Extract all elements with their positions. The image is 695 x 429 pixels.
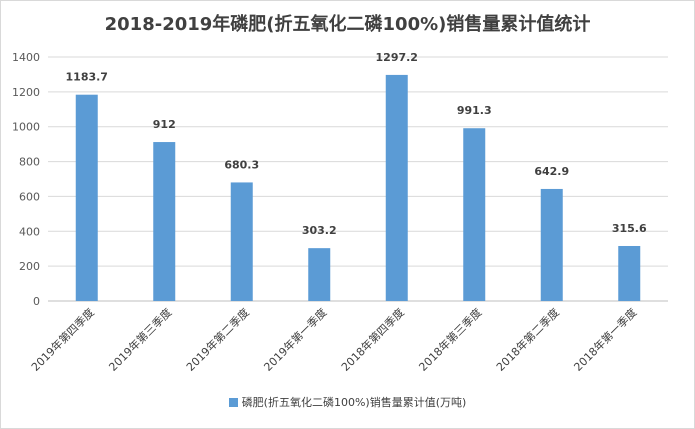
x-axis-ticks: 2019年第四季度 2019年第三季度 2019年第二季度 2019年第一季度 2018… bbox=[28, 305, 639, 374]
bar bbox=[385, 74, 408, 302]
legend-label: 磷肥(折五氧化二磷100%)销售量累计值(万吨) bbox=[241, 396, 467, 409]
y-tick-label: 1400 bbox=[12, 51, 40, 64]
data-label: 991.3 bbox=[457, 104, 492, 117]
x-tick-label: 2019年第四季度 bbox=[28, 305, 97, 374]
y-tick-label: 600 bbox=[19, 190, 40, 203]
data-label: 303.2 bbox=[302, 224, 337, 237]
data-label: 315.6 bbox=[612, 222, 647, 235]
gridlines bbox=[48, 56, 668, 302]
bar bbox=[153, 142, 176, 301]
y-tick-label: 1200 bbox=[12, 86, 40, 99]
y-tick-label: 200 bbox=[19, 260, 40, 273]
legend: 磷肥(折五氧化二磷100%)销售量累计值(万吨) bbox=[0, 394, 695, 410]
bar bbox=[75, 94, 98, 301]
y-tick-label: 0 bbox=[33, 295, 40, 308]
bar bbox=[463, 128, 486, 301]
data-label: 1183.7 bbox=[66, 71, 108, 84]
data-labels: 1183.7 912 680.3 303.2 1297.2 991.3 642.9 315.6 bbox=[66, 51, 647, 237]
y-tick-label: 800 bbox=[19, 156, 40, 169]
bar bbox=[540, 188, 563, 301]
bar bbox=[230, 182, 253, 301]
bar bbox=[308, 248, 331, 301]
x-tick-label: 2018年第二季度 bbox=[493, 305, 562, 374]
data-label: 912 bbox=[153, 118, 176, 131]
y-tick-label: 1000 bbox=[12, 121, 40, 134]
x-tick-label: 2019年第一季度 bbox=[261, 305, 330, 374]
data-label: 1297.2 bbox=[376, 51, 418, 64]
x-tick-label: 2019年第三季度 bbox=[106, 305, 175, 374]
legend-swatch bbox=[228, 398, 238, 407]
bar bbox=[618, 245, 641, 301]
data-label: 642.9 bbox=[534, 165, 569, 178]
chart-title: 2018-2019年磷肥(折五氧化二磷100%)销售量累计值统计 bbox=[104, 14, 591, 35]
bars bbox=[75, 74, 641, 302]
x-tick-label: 2019年第二季度 bbox=[183, 305, 252, 374]
y-tick-label: 400 bbox=[19, 225, 40, 238]
x-tick-label: 2018年第四季度 bbox=[338, 305, 407, 374]
y-axis-ticks: 0 200 400 600 800 1000 1200 1400 bbox=[12, 51, 40, 308]
x-tick-label: 2018年第三季度 bbox=[416, 305, 485, 374]
x-tick-label: 2018年第一季度 bbox=[571, 305, 640, 374]
data-label: 680.3 bbox=[224, 158, 259, 171]
